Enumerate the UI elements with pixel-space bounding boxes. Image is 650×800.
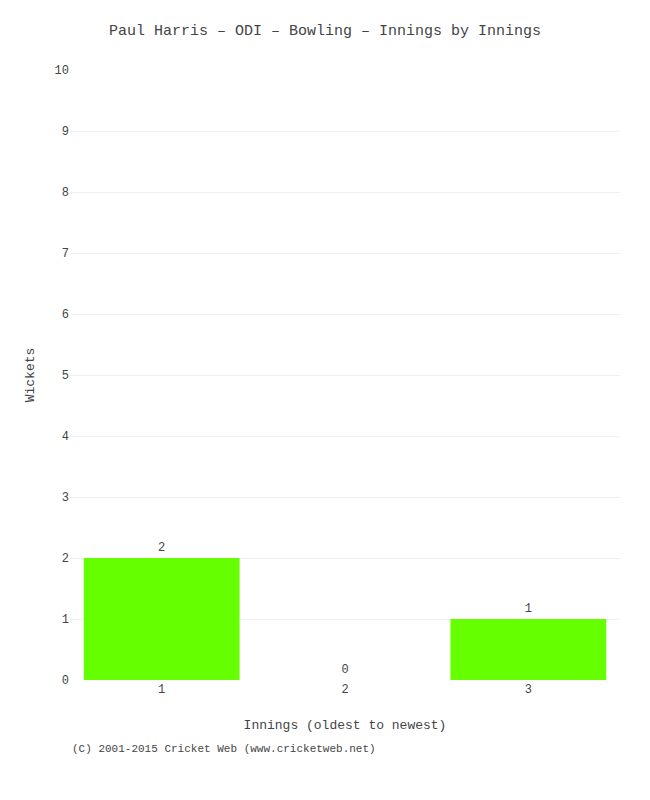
svg-text:Paul Harris – ODI – Bowling –: Paul Harris – ODI – Bowling – Innings by…	[109, 23, 541, 40]
svg-text:2: 2	[62, 552, 69, 566]
svg-text:2: 2	[158, 541, 165, 555]
svg-text:1: 1	[62, 613, 69, 627]
svg-text:(C) 2001-2015 Cricket Web (www: (C) 2001-2015 Cricket Web (www.cricketwe…	[72, 743, 376, 755]
svg-text:7: 7	[62, 247, 69, 261]
svg-text:9: 9	[62, 125, 69, 139]
svg-text:0: 0	[62, 674, 69, 688]
svg-text:5: 5	[62, 369, 69, 383]
svg-text:1: 1	[525, 602, 532, 616]
svg-text:1: 1	[158, 683, 165, 697]
svg-text:3: 3	[62, 491, 69, 505]
svg-text:8: 8	[62, 186, 69, 200]
svg-text:2: 2	[341, 683, 348, 697]
svg-text:Innings (oldest to newest): Innings (oldest to newest)	[244, 718, 447, 733]
svg-text:Wickets: Wickets	[23, 348, 38, 403]
svg-text:10: 10	[55, 64, 69, 78]
svg-text:4: 4	[62, 430, 69, 444]
svg-text:6: 6	[62, 308, 69, 322]
svg-text:3: 3	[525, 683, 532, 697]
svg-text:0: 0	[341, 663, 348, 677]
